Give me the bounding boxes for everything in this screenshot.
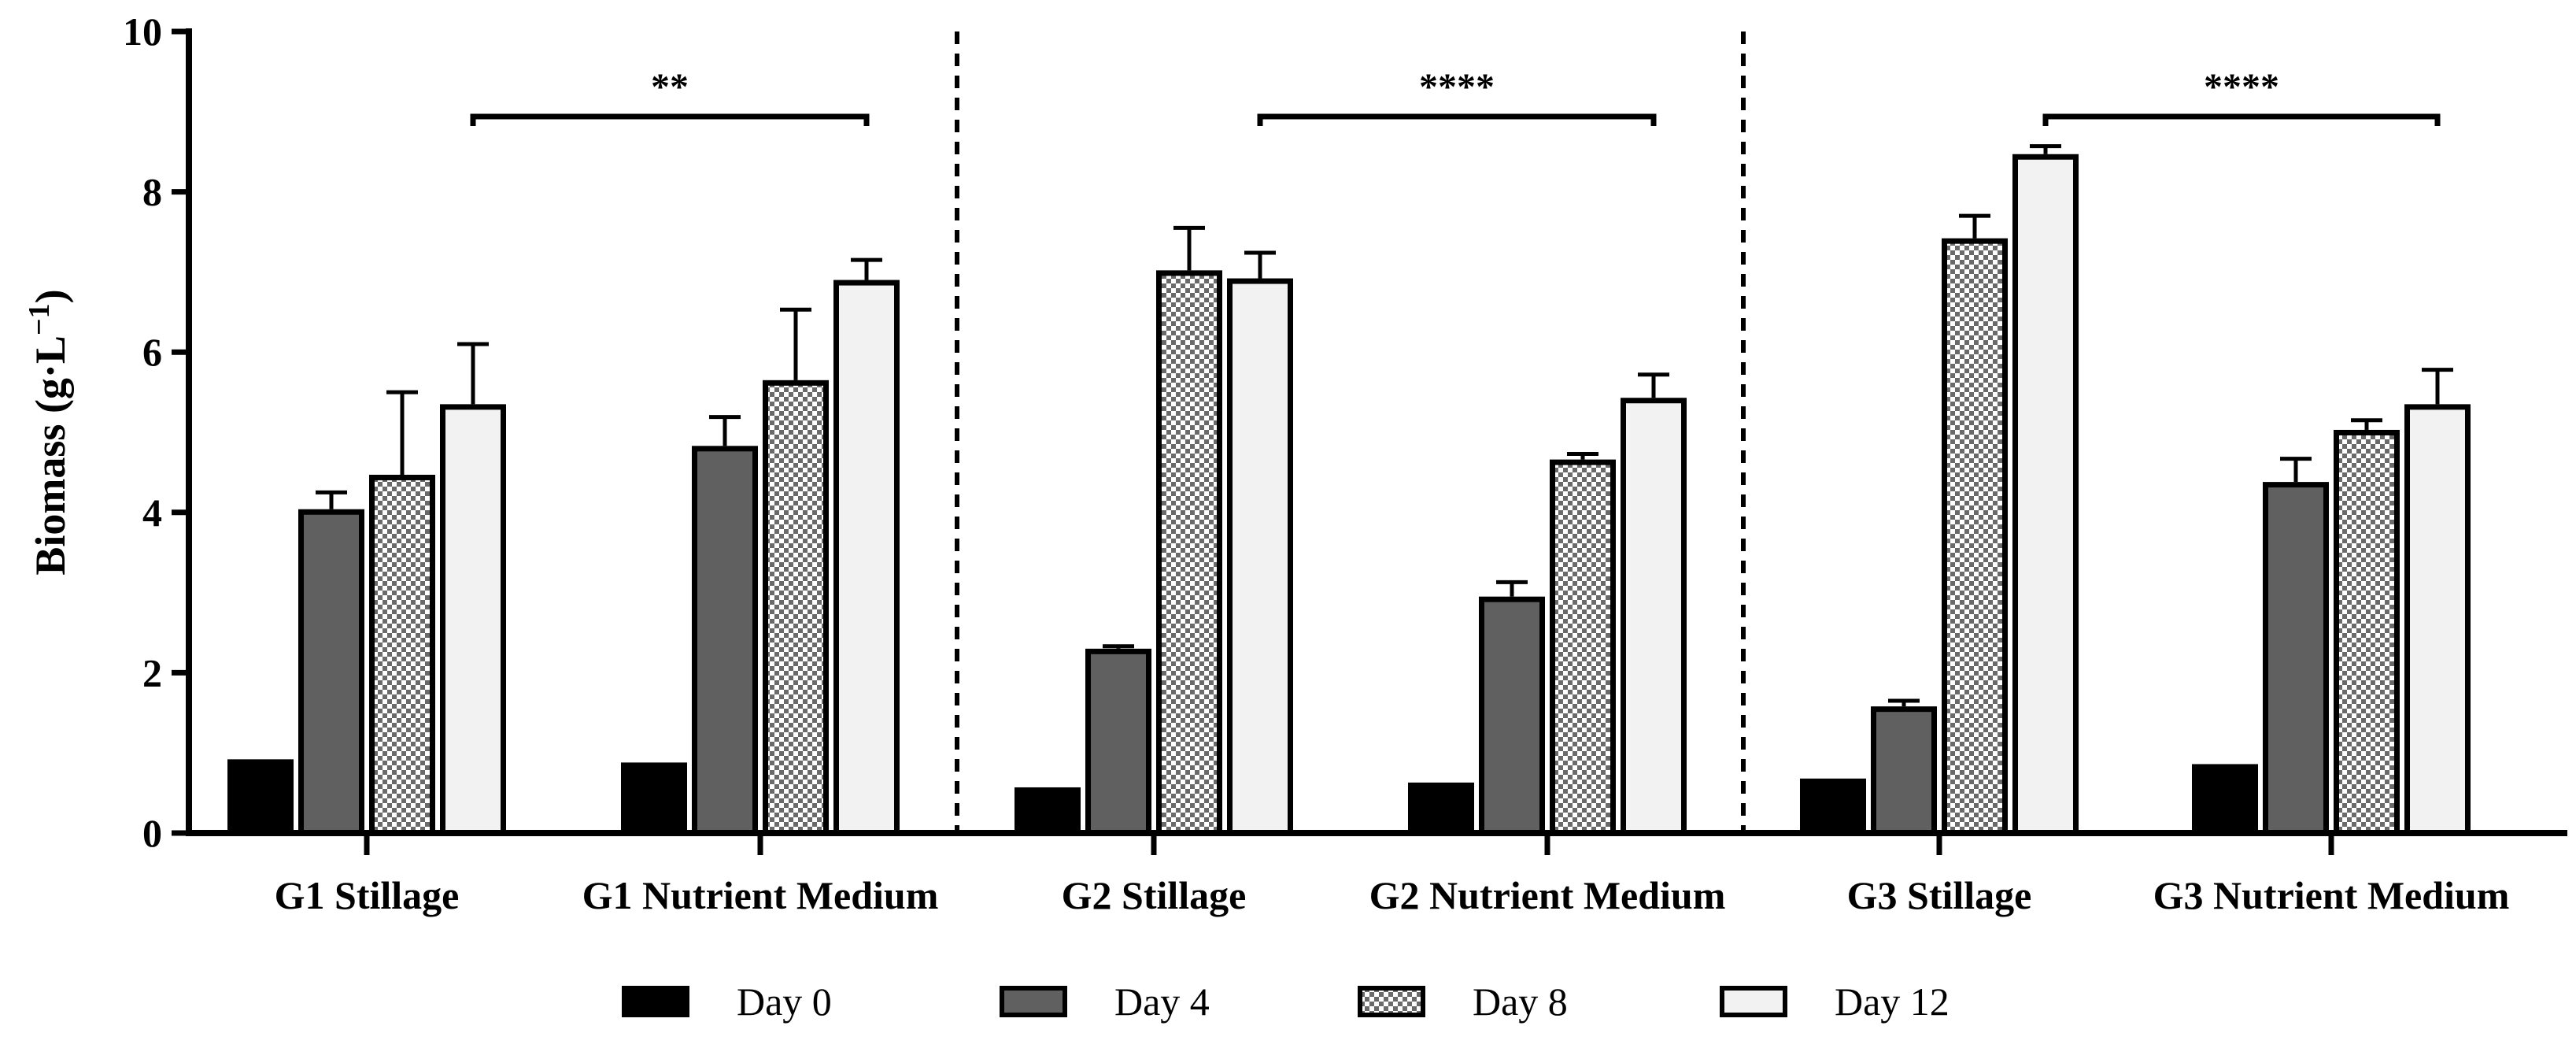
bar-g3-stillage-day-8: [1942, 238, 2008, 836]
x-tick-label-g1-stillage: G1 Stillage: [275, 873, 460, 917]
legend-item-day-0: Day 0: [622, 979, 832, 1024]
y-tick-label-2: 2: [142, 650, 162, 694]
significance-label-1: **: [651, 66, 689, 108]
bar-g1-nutrient-medium-day-4: [692, 446, 758, 836]
bar-g2-stillage-day-12: [1227, 278, 1293, 836]
legend-swatch-day-8: [1358, 986, 1425, 1017]
significance-bracket-2: [1257, 113, 1657, 126]
bar-g1-nutrient-medium-day-12: [833, 280, 900, 836]
y-tick-label-10: 10: [123, 9, 162, 54]
x-tick-label-g3-stillage: G3 Stillage: [1847, 873, 2032, 917]
bar-g3-nutrient-medium-day-12: [2404, 404, 2471, 836]
bar-g3-nutrient-medium-day-0: [2192, 764, 2258, 836]
legend: Day 0 Day 4 Day 8 Day 12: [622, 979, 1950, 1024]
y-axis-label-superscript: −1: [23, 303, 56, 335]
legend-item-day-4: Day 4: [1000, 979, 1210, 1024]
y-tick-label-6: 6: [142, 330, 162, 374]
legend-label-day-0: Day 0: [737, 979, 832, 1024]
bar-g1-nutrient-medium-day-0: [621, 762, 687, 836]
legend-swatch-day-4: [1000, 986, 1067, 1017]
bar-g1-stillage-day-12: [440, 404, 506, 836]
bar-g2-nutrient-medium-day-4: [1479, 596, 1545, 836]
legend-item-day-12: Day 12: [1720, 979, 1950, 1024]
bar-g3-nutrient-medium-day-4: [2263, 482, 2329, 836]
legend-item-day-8: Day 8: [1358, 979, 1568, 1024]
bar-g3-nutrient-medium-day-8: [2334, 429, 2400, 836]
significance-label-2: ****: [1419, 66, 1495, 108]
bar-g3-stillage-day-0: [1800, 778, 1866, 836]
y-axis-label-close: ): [27, 289, 74, 303]
legend-swatch-day-0: [622, 986, 689, 1017]
y-axis-label: Biomass (g·L−1): [23, 289, 74, 575]
legend-label-day-12: Day 12: [1835, 979, 1950, 1024]
bar-g2-stillage-day-0: [1015, 787, 1081, 836]
bar-g2-stillage-day-4: [1085, 648, 1151, 836]
group-separators: [955, 31, 1746, 833]
legend-label-day-8: Day 8: [1473, 979, 1568, 1024]
legend-label-day-4: Day 4: [1114, 979, 1210, 1024]
significance-label-3: ****: [2204, 66, 2279, 108]
y-tick-label-4: 4: [142, 491, 162, 535]
bar-g2-stillage-day-8: [1156, 270, 1222, 836]
x-tick-label-g3-nutrient-medium: G3 Nutrient Medium: [2153, 873, 2510, 917]
significance-bracket-3: [2042, 113, 2441, 126]
bar-g1-stillage-day-4: [298, 509, 364, 836]
bar-g1-nutrient-medium-day-8: [763, 380, 829, 836]
y-axis-label-main: Biomass (g·L: [27, 335, 74, 576]
bar-g2-nutrient-medium-day-12: [1621, 398, 1687, 836]
error-bars-layer: [316, 144, 2453, 707]
bar-g1-stillage-day-8: [369, 474, 435, 836]
bar-g1-stillage-day-0: [227, 759, 294, 836]
bar-g2-nutrient-medium-day-8: [1550, 459, 1616, 836]
bar-g3-stillage-day-12: [2012, 154, 2079, 836]
bar-g2-nutrient-medium-day-0: [1408, 782, 1474, 836]
significance-bracket-1: [470, 113, 870, 126]
x-tick-label-g2-stillage: G2 Stillage: [1062, 873, 1247, 917]
x-tick-label-g2-nutrient-medium: G2 Nutrient Medium: [1369, 873, 1726, 917]
y-tick-label-0: 0: [142, 811, 162, 855]
significance-layer: ** **** ****: [470, 66, 2441, 126]
y-tick-label-8: 8: [142, 170, 162, 214]
legend-swatch-day-12: [1720, 986, 1787, 1017]
bars-layer: [227, 154, 2471, 836]
x-tick-label-g1-nutrient-medium: G1 Nutrient Medium: [582, 873, 939, 917]
bar-g3-stillage-day-4: [1871, 706, 1937, 836]
axes-layer: 0 2 4 6 8 10 G1 Stillage G1 Nutrient Medium G2 S…: [23, 9, 2567, 917]
